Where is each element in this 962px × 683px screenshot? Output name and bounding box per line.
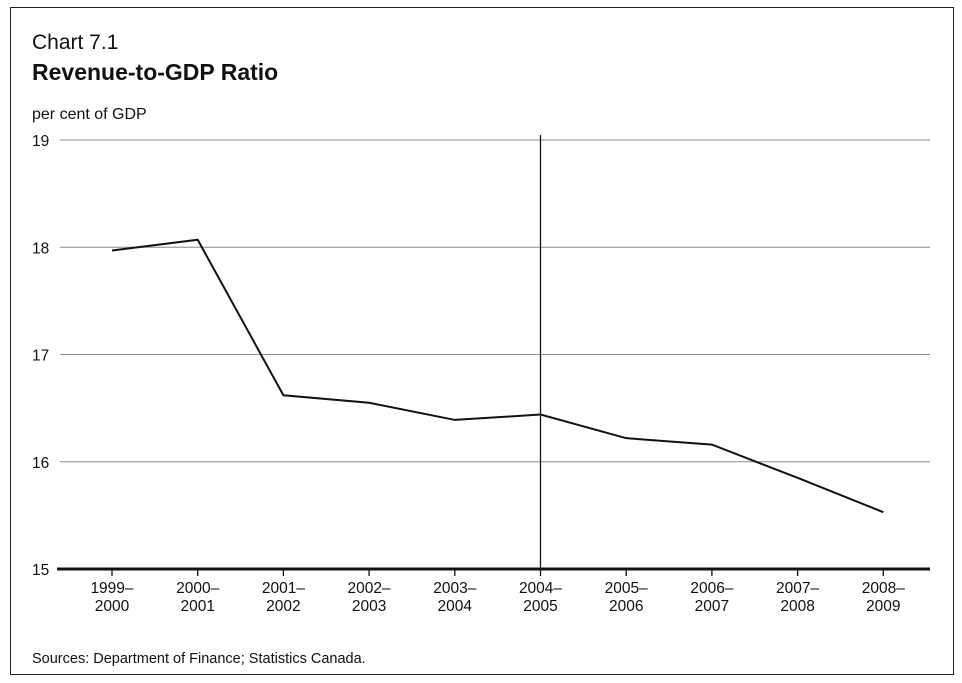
x-tick-label: 2004– 2005	[519, 580, 562, 615]
y-tick-label: 15	[32, 562, 49, 579]
revenue-ratio-line	[111, 238, 884, 514]
y-tick-labels: 15 16 17 18 19	[32, 133, 49, 579]
chart-frame	[10, 7, 954, 675]
gridlines	[60, 139, 930, 463]
x-tick-label: 2008– 2009	[862, 580, 905, 615]
x-tick-label-line2: 2007	[695, 598, 729, 615]
x-tick-label-line1: 2008–	[862, 580, 905, 597]
x-tick-label-line2: 2006	[609, 598, 643, 615]
x-tick-label-line1: 2006–	[690, 580, 733, 597]
y-tick-label: 19	[32, 133, 49, 150]
y-tick-label: 17	[32, 348, 49, 365]
x-tick-label: 2002– 2003	[348, 580, 391, 615]
x-tick-label: 1999– 2000	[90, 580, 133, 615]
x-tick-label-line2: 2005	[523, 598, 557, 615]
x-tick-label-line1: 2004–	[519, 580, 562, 597]
x-tick-label: 2003– 2004	[433, 580, 476, 615]
x-tick-label-line2: 2003	[352, 598, 386, 615]
x-axis	[57, 567, 930, 576]
chart-title: Revenue-to-GDP Ratio	[32, 59, 279, 85]
x-tick-label-line1: 2002–	[348, 580, 391, 597]
x-tick-label-line1: 2001–	[262, 580, 305, 597]
x-tick-label: 2007– 2008	[776, 580, 819, 615]
x-tick-label-line2: 2000	[95, 598, 130, 615]
x-tick-label: 2001– 2002	[262, 580, 305, 615]
x-tick-label-line1: 2005–	[605, 580, 648, 597]
data-series	[111, 238, 884, 514]
x-tick-label: 2000– 2001	[176, 580, 219, 615]
x-tick-label-line2: 2002	[266, 598, 300, 615]
x-tick-label-line2: 2008	[780, 598, 814, 615]
x-tick-label-line2: 2004	[438, 598, 473, 615]
x-tick-label-line2: 2009	[866, 598, 900, 615]
x-tick-label-line2: 2001	[180, 598, 214, 615]
y-tick-label: 16	[32, 455, 49, 472]
x-tick-label-line1: 2007–	[776, 580, 819, 597]
x-tick-label-line1: 2000–	[176, 580, 219, 597]
x-tick-label: 2006– 2007	[690, 580, 733, 615]
source-note: Sources: Department of Finance; Statisti…	[32, 651, 366, 667]
chart-number: Chart 7.1	[32, 31, 119, 54]
x-tick-label-line1: 1999–	[90, 580, 133, 597]
y-tick-label: 18	[32, 240, 49, 257]
x-tick-label: 2005– 2006	[605, 580, 648, 615]
y-axis-unit-label: per cent of GDP	[32, 106, 147, 123]
x-tick-label-line1: 2003–	[433, 580, 476, 597]
